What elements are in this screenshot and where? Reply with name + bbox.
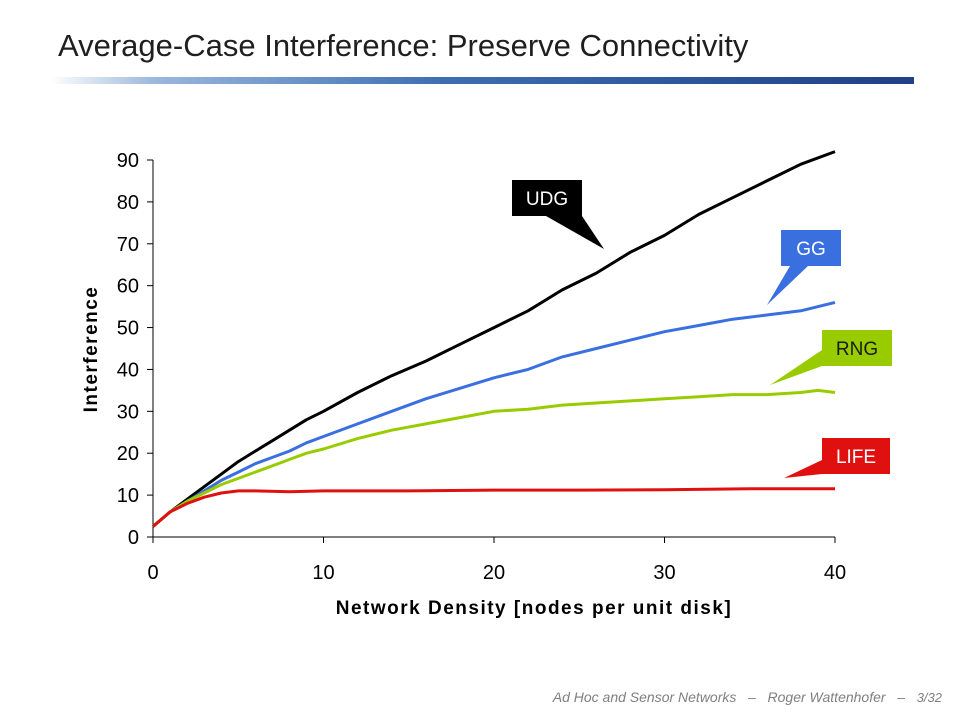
slide-footer: Ad Hoc and Sensor Networks – Roger Watte… — [553, 689, 942, 705]
x-tick-label: 20 — [483, 562, 505, 584]
callout-pointer — [770, 350, 822, 385]
footer-author: Roger Wattenhofer — [767, 689, 886, 705]
y-tick-label: 30 — [117, 401, 139, 423]
callout-udg: UDG — [512, 180, 604, 249]
callout-gg: GG — [767, 230, 841, 305]
callout-label: RNG — [836, 339, 878, 360]
y-tick-label: 70 — [117, 234, 139, 256]
title-divider — [50, 77, 914, 84]
x-tick-label: 10 — [312, 562, 334, 584]
page-number: 3/32 — [916, 690, 942, 705]
callout-rng: RNG — [770, 330, 892, 385]
series-line-life — [152, 487, 835, 528]
callout-life: LIFE — [784, 438, 890, 478]
callout-pointer — [546, 216, 604, 249]
callout-box — [822, 438, 890, 474]
y-tick-label: 60 — [117, 276, 139, 298]
x-tick-label: 0 — [147, 562, 158, 584]
y-tick-label: 20 — [117, 443, 139, 465]
callout-pointer — [767, 266, 808, 305]
y-tick-label: 50 — [117, 318, 139, 340]
callout-box — [822, 330, 892, 366]
x-axis-title: Network Density [nodes per unit disk] — [336, 598, 733, 619]
x-tick-label: 30 — [653, 562, 675, 584]
callout-box — [781, 230, 841, 266]
callout-pointer — [784, 460, 822, 478]
chart-axes: 0 10 20 30 40 50 60 70 80 90 0 10 20 30 40 Network Dens… — [81, 150, 846, 619]
y-tick-label: 0 — [128, 527, 139, 549]
footer-separator: – — [897, 689, 906, 705]
series-line-rng — [152, 388, 836, 528]
series-line-gg — [152, 300, 836, 528]
callout-label: UDG — [526, 189, 568, 210]
chart-callouts: UDG GG RNG LIFE — [512, 180, 892, 478]
series-line-udg — [152, 150, 836, 528]
footer-course: Ad Hoc and Sensor Networks — [552, 689, 737, 705]
y-tick-label: 90 — [117, 150, 139, 172]
callout-label: LIFE — [836, 447, 876, 468]
callout-box — [512, 180, 582, 216]
y-axis-title: Interference — [81, 286, 102, 413]
slide-title: Average-Case Interference: Preserve Conn… — [58, 28, 749, 63]
y-tick-label: 10 — [117, 485, 139, 507]
y-tick-label: 80 — [117, 192, 139, 214]
x-tick-label: 40 — [824, 562, 846, 584]
chart-lines — [152, 150, 836, 528]
y-tick-label: 40 — [117, 359, 139, 381]
footer-separator: – — [748, 689, 756, 705]
callout-label: GG — [796, 239, 826, 260]
